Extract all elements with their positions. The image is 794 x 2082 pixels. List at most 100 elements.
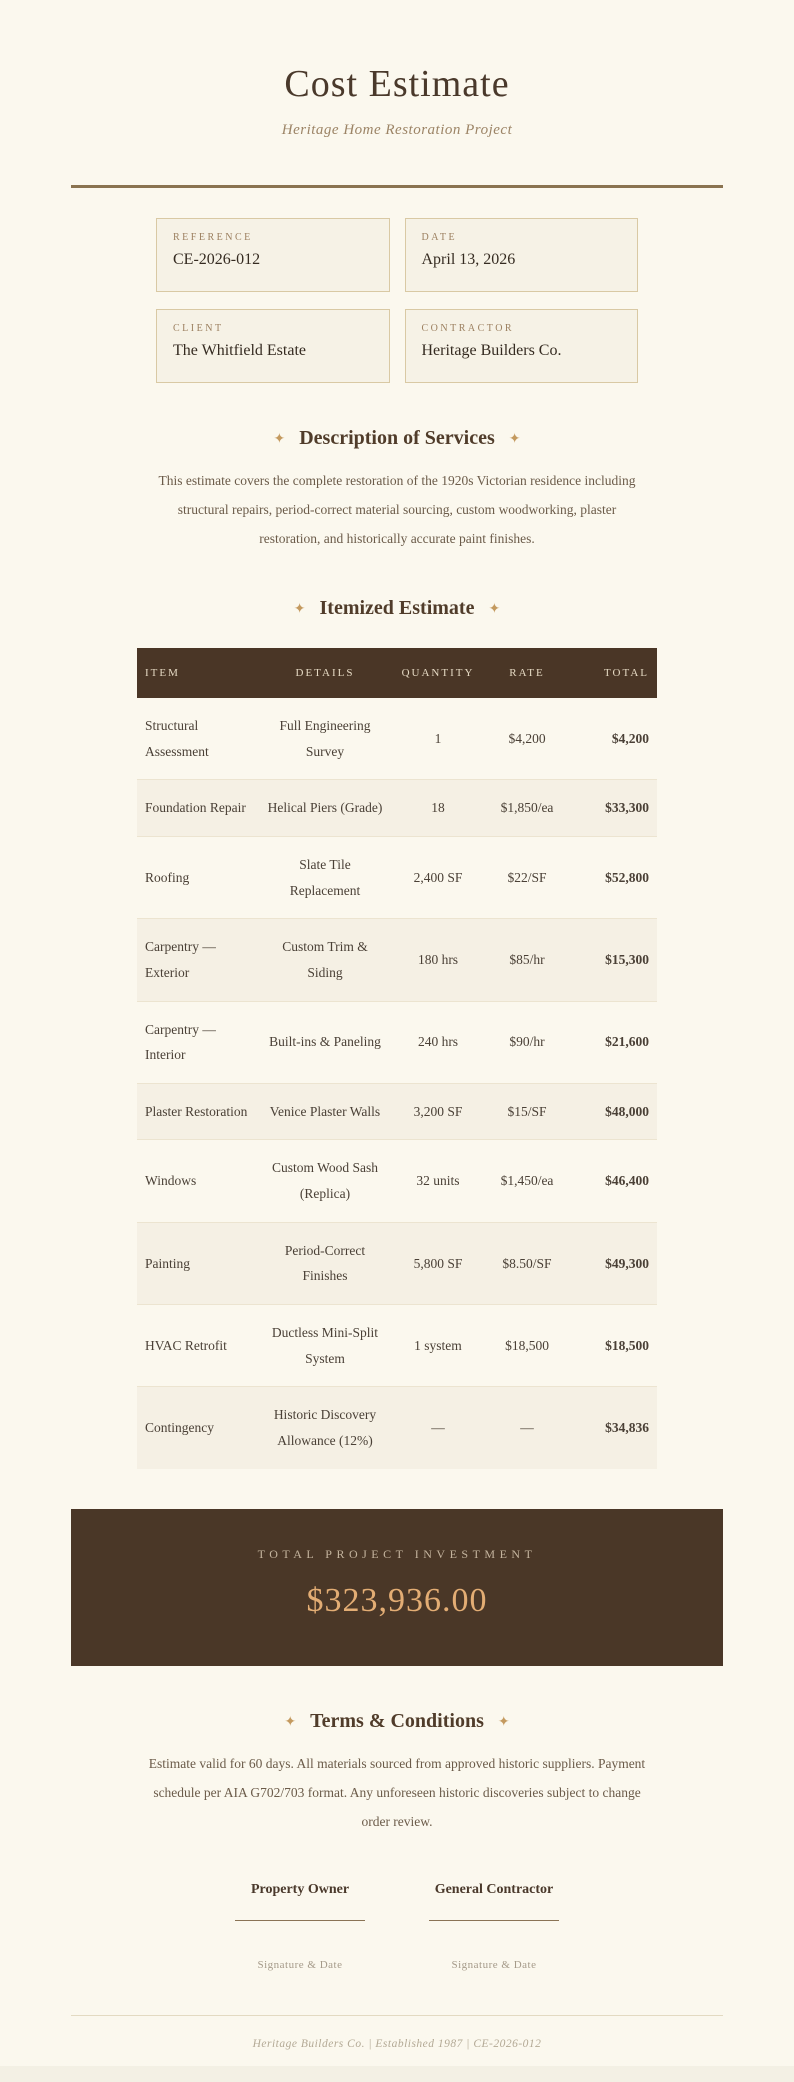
quantity-cell: — (431, 1420, 445, 1436)
table-row: Roofing Slate Tile Replacement 2,400 SF … (137, 836, 657, 918)
total-cell: $4,200 (611, 730, 649, 746)
owner-signature-title: Property Owner (250, 1881, 350, 1897)
estimate-table: ITEM DETAILS QUANTITY RATE TOTAL Structu… (137, 648, 657, 1469)
meta-box-date: DATE April 13, 2026 (404, 218, 638, 292)
item-cell: Carpentry — Exterior (145, 939, 216, 980)
document-footer: Heritage Builders Co. | Established 1987… (71, 2014, 723, 2050)
estimate-heading: ✦ Itemized Estimate ✦ (71, 597, 723, 620)
details-cell: Custom Wood Sash (Replica) (272, 1160, 378, 1202)
column-header-details: DETAILS (259, 648, 391, 699)
details-cell: Helical Piers (Grade) (267, 800, 383, 816)
column-header-quantity: QUANTITY (391, 648, 485, 699)
table-row: Plaster Restoration Venice Plaster Walls… (137, 1083, 657, 1140)
quantity-cell: 240 hrs (417, 1034, 459, 1050)
sparkle-icon: ✦ (273, 432, 286, 447)
rate-cell: $4,200 (508, 730, 546, 746)
item-cell: Plaster Restoration (145, 1103, 248, 1119)
document: Cost Estimate Heritage Home Restoration … (71, 0, 723, 2050)
column-header-total: TOTAL (569, 648, 657, 699)
quantity-cell: 2,400 SF (413, 869, 463, 885)
item-cell: HVAC Retrofit (145, 1337, 227, 1353)
rate-cell: $1,850/ea (500, 800, 554, 816)
contractor-label: CONTRACTOR (421, 323, 515, 334)
total-cell: $18,500 (605, 1337, 649, 1353)
column-header-item: ITEM (137, 648, 259, 699)
quantity-cell: 1 (434, 730, 442, 746)
table-row: HVAC Retrofit Ductless Mini-Split System… (137, 1304, 657, 1387)
footer-text: Heritage Builders Co. | Established 1987… (252, 2037, 542, 2050)
client-label: CLIENT (173, 323, 224, 334)
quantity-cell: 1 system (414, 1337, 462, 1353)
owner-signature-caption: Signature & Date (257, 1958, 343, 1971)
page-subtitle: Heritage Home Restoration Project (281, 122, 513, 138)
terms-heading: ✦ Terms & Conditions ✦ (71, 1710, 723, 1733)
total-investment-amount: $323,936.00 (306, 1581, 488, 1619)
total-cell: $21,600 (605, 1034, 649, 1050)
rate-cell: — (520, 1420, 534, 1436)
item-cell: Contingency (145, 1420, 214, 1436)
date-value: April 13, 2026 (421, 251, 516, 268)
meta-box-contractor: CONTRACTOR Heritage Builders Co. (404, 309, 638, 383)
quantity-cell: 18 (431, 800, 445, 816)
description-heading: ✦ Description of Services ✦ (71, 427, 723, 450)
total-cell: $49,300 (605, 1255, 649, 1271)
description-heading-text: Description of Services (299, 427, 495, 449)
rate-cell: $22/SF (507, 869, 547, 885)
rate-cell: $18,500 (505, 1337, 549, 1353)
details-cell: Ductless Mini-Split System (271, 1325, 379, 1366)
details-cell: Slate Tile Replacement (289, 856, 361, 898)
rate-cell: $90/hr (509, 1034, 545, 1050)
total-cell: $34,836 (605, 1420, 649, 1436)
rate-cell: $85/hr (509, 952, 545, 968)
contractor-value: Heritage Builders Co. (421, 342, 562, 359)
table-row: Painting Period-Correct Finishes 5,800 S… (137, 1222, 657, 1305)
meta-box-client: CLIENT The Whitfield Estate (156, 309, 390, 383)
rate-cell: $15/SF (507, 1103, 547, 1119)
contractor-signature-caption: Signature & Date (451, 1958, 537, 1971)
details-cell: Historic Discovery Allowance (12%) (273, 1407, 377, 1448)
total-investment-label: TOTAL PROJECT INVESTMENT (257, 1546, 537, 1561)
estimate-table-header: ITEM DETAILS QUANTITY RATE TOTAL (137, 648, 657, 699)
rate-cell: $1,450/ea (500, 1173, 554, 1189)
table-row: Windows Custom Wood Sash (Replica) 32 un… (137, 1139, 657, 1222)
item-cell: Painting (145, 1255, 191, 1271)
signature-block-owner: Property Owner Signature & Date (235, 1882, 365, 1971)
sparkle-icon: ✦ (284, 1714, 297, 1730)
total-cell: $15,300 (605, 952, 649, 968)
meta-grid: REFERENCE CE-2026-012 DATE April 13, 202… (156, 218, 638, 383)
item-cell: Windows (145, 1173, 197, 1189)
total-cell: $33,300 (605, 800, 649, 816)
table-row: Foundation Repair Helical Piers (Grade) … (137, 779, 657, 837)
table-row: Structural Assessment Full Engineering S… (137, 698, 657, 780)
item-cell: Foundation Repair (145, 800, 246, 816)
sparkle-icon: ✦ (508, 432, 521, 447)
owner-signature-line (235, 1913, 365, 1921)
sparkle-icon: ✦ (488, 602, 501, 618)
description-paragraph: This estimate covers the complete restor… (158, 473, 636, 547)
sparkle-icon: ✦ (497, 1714, 510, 1730)
table-row: Carpentry — Exterior Custom Trim & Sidin… (137, 918, 657, 1002)
page-bottom-strip (0, 2066, 794, 2082)
quantity-cell: 32 units (416, 1173, 460, 1189)
terms-paragraph: Estimate valid for 60 days. All material… (148, 1755, 646, 1829)
table-row: Carpentry — Interior Built-ins & Panelin… (137, 1001, 657, 1083)
reference-value: CE-2026-012 (173, 251, 261, 268)
total-cell: $52,800 (605, 869, 649, 885)
item-cell: Carpentry — Interior (145, 1021, 216, 1063)
document-header: Cost Estimate Heritage Home Restoration … (71, 0, 723, 139)
total-cell: $46,400 (605, 1173, 649, 1189)
column-header-rate: RATE (485, 648, 569, 699)
rate-cell: $8.50/SF (502, 1255, 552, 1271)
signature-row: Property Owner Signature & Date General … (71, 1882, 723, 1971)
item-cell: Roofing (145, 869, 190, 885)
table-row: Contingency Historic Discovery Allowance… (137, 1386, 657, 1469)
date-label: DATE (421, 232, 458, 243)
details-cell: Custom Trim & Siding (282, 939, 368, 980)
page-title: Cost Estimate (284, 63, 510, 105)
total-cell: $48,000 (605, 1103, 649, 1119)
reference-label: REFERENCE (173, 232, 253, 243)
header-divider (71, 185, 723, 188)
signature-block-contractor: General Contractor Signature & Date (429, 1882, 559, 1971)
meta-box-reference: REFERENCE CE-2026-012 (156, 218, 390, 292)
